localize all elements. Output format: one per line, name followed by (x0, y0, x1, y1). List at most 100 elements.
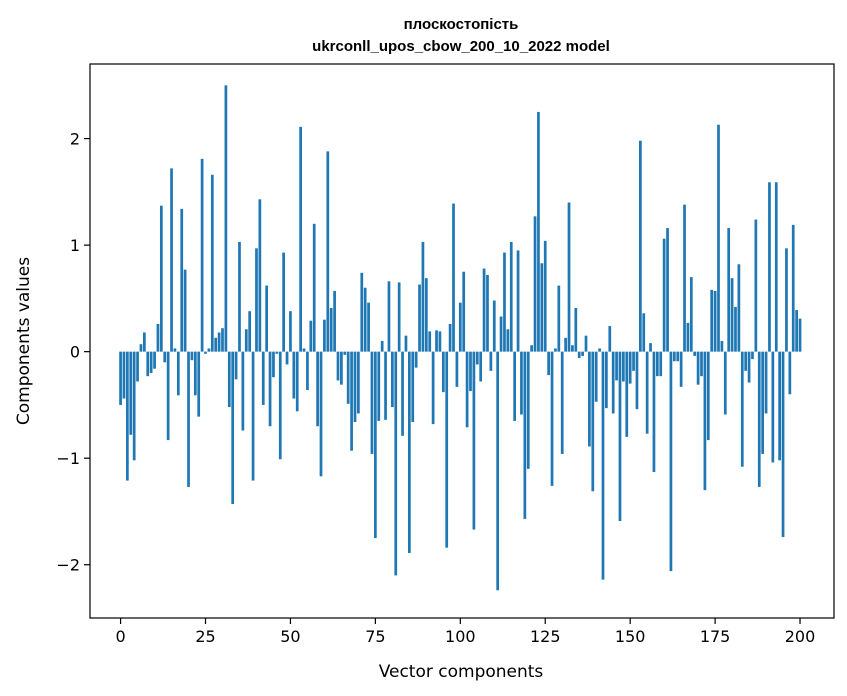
chart-title-line2: ukrconll_upos_cbow_200_10_2022 model (312, 38, 610, 55)
x-axis-label: Vector components (379, 662, 544, 682)
bar-44 (268, 351, 272, 427)
x-tick-label: 75 (365, 627, 385, 646)
bar-195 (781, 351, 785, 538)
bar-139 (591, 351, 595, 492)
bar-72 (363, 287, 367, 352)
bar-10 (153, 351, 156, 369)
bar-46 (275, 351, 279, 354)
bar-93 (435, 330, 438, 352)
bar-74 (370, 351, 374, 454)
bar-123 (537, 111, 540, 352)
bar-143 (605, 351, 608, 409)
bar-51 (292, 351, 296, 399)
x-tick-label: 100 (445, 627, 476, 646)
bar-103 (469, 351, 472, 392)
bar-121 (530, 345, 533, 352)
bar-181 (734, 306, 737, 352)
bar-192 (771, 351, 775, 463)
bar-86 (411, 351, 415, 422)
bar-199 (795, 310, 798, 352)
bar-180 (730, 278, 734, 352)
bar-6 (139, 344, 143, 352)
bar-21 (190, 351, 194, 361)
bar-53 (299, 126, 302, 352)
bar-193 (774, 182, 778, 352)
bar-48 (282, 252, 285, 352)
bar-132 (567, 202, 571, 352)
bar-134 (574, 307, 578, 352)
bar-159 (659, 351, 663, 377)
bar-156 (649, 343, 652, 352)
bar-137 (584, 335, 588, 352)
bar-138 (588, 351, 591, 447)
bar-136 (581, 351, 584, 356)
bar-196 (785, 248, 788, 352)
bar-87 (414, 351, 418, 368)
bar-80 (391, 351, 394, 408)
bar-183 (740, 351, 744, 467)
bar-165 (679, 351, 683, 387)
bar-series (119, 85, 802, 591)
bar-189 (761, 351, 765, 454)
x-axis: 0 25 50 75 100 125 150 175 200 (115, 618, 815, 646)
bar-58 (316, 351, 319, 427)
bar-89 (421, 241, 425, 352)
bar-106 (479, 351, 483, 382)
bar-118 (520, 351, 523, 415)
bar-177 (720, 341, 724, 352)
y-tick-label: 0 (70, 343, 80, 362)
bar-95 (441, 351, 445, 393)
bar-3 (129, 351, 133, 435)
bar-24 (200, 158, 204, 352)
x-tick-label: 25 (195, 627, 215, 646)
bar-18 (180, 208, 184, 352)
bar-84 (404, 335, 408, 352)
bar-117 (516, 250, 520, 352)
bar-113 (503, 252, 506, 352)
bar-83 (401, 351, 404, 436)
bar-172 (703, 351, 707, 491)
bar-16 (173, 348, 177, 352)
bar-157 (652, 351, 656, 473)
bar-73 (367, 302, 370, 352)
bar-129 (557, 285, 561, 352)
bar-152 (635, 351, 639, 410)
bar-119 (523, 351, 527, 519)
bar-32 (227, 351, 231, 408)
bar-144 (608, 326, 612, 352)
bar-54 (302, 348, 306, 352)
bar-105 (475, 351, 479, 365)
bar-126 (547, 351, 550, 376)
bar-133 (571, 345, 574, 352)
bar-184 (744, 351, 748, 371)
bar-63 (333, 290, 336, 352)
bar-169 (693, 351, 697, 356)
bar-97 (448, 323, 452, 352)
bar-56 (309, 320, 313, 352)
bar-45 (272, 351, 275, 378)
bar-70 (357, 351, 360, 414)
bar-8 (146, 351, 150, 377)
plot-frame (89, 63, 835, 619)
bar-35 (238, 241, 241, 352)
bar-149 (625, 351, 629, 437)
bar-99 (455, 351, 459, 387)
bar-109 (489, 351, 493, 371)
bar-30 (221, 328, 224, 352)
bar-167 (686, 322, 690, 352)
bar-176 (717, 124, 720, 352)
chart-title-line1: плоскостопість (404, 16, 519, 33)
bar-5 (136, 351, 139, 382)
bar-37 (244, 329, 248, 352)
bar-15 (170, 168, 173, 352)
bar-29 (217, 332, 221, 352)
bar-81 (394, 351, 398, 576)
bar-77 (380, 341, 384, 352)
bar-9 (149, 351, 153, 373)
bar-108 (486, 274, 489, 352)
bar-162 (669, 351, 673, 572)
bar-49 (285, 351, 289, 365)
bar-64 (336, 351, 340, 381)
bar-171 (700, 351, 703, 377)
bar-76 (377, 351, 381, 421)
